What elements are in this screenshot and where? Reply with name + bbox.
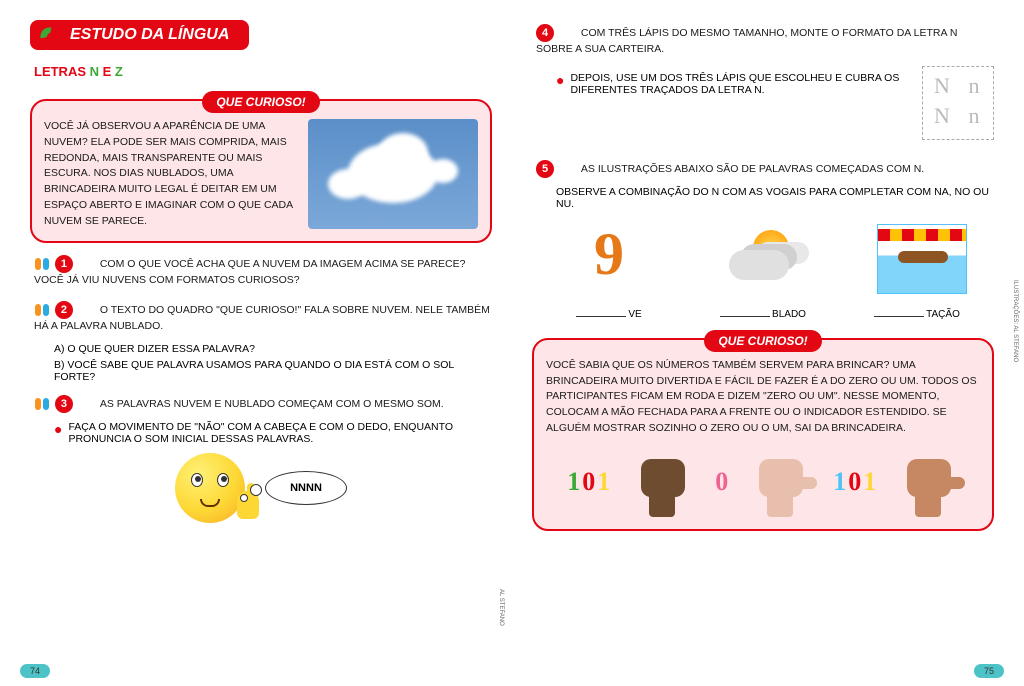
trace-n-lower: n: [961, 73, 987, 103]
badge-3: 3: [55, 395, 73, 413]
blank-line[interactable]: [874, 316, 924, 317]
tracing-box: N n N n: [922, 66, 994, 140]
question-5: 5 AS ILUSTRAÇÕES ABAIXO SÃO DE PALAVRAS …: [536, 160, 994, 178]
badge-1: 1: [55, 255, 73, 273]
swim-icon: [877, 224, 967, 294]
digits-0: 0: [715, 462, 728, 501]
curioso-tag-2: QUE CURIOSO!: [704, 330, 821, 352]
digits-101-b: 101: [833, 462, 876, 501]
cloudy-icon: [723, 224, 803, 294]
question-4-bullet: ● DEPOIS, USE UM DOS TRÊS LÁPIS QUE ESCO…: [556, 72, 912, 96]
credit-right: ILUSTRAÇÕES: AL STEFANO: [1012, 280, 1018, 362]
emoji-area: NNNN: [30, 453, 492, 523]
leaf-icon: [36, 23, 62, 49]
trace-N-upper: N: [929, 73, 955, 103]
curioso-text: VOCÊ JÁ OBSERVOU A APARÊNCIA DE UMA NUVE…: [44, 119, 298, 229]
page-number-left: 74: [20, 664, 50, 678]
question-2: 2 O TEXTO DO QUADRO "QUE CURIOSO!" FALA …: [34, 301, 492, 335]
hand-point-2: [899, 447, 959, 517]
blank-line[interactable]: [720, 316, 770, 317]
section-title: ESTUDO DA LÍNGUA: [70, 26, 229, 43]
oral-icon: [34, 302, 50, 318]
credit-left: AL STEFANO: [498, 589, 504, 626]
question-3-bullet: ● FAÇA O MOVIMENTO DE "NÃO" COM A CABEÇA…: [54, 421, 492, 445]
curioso-box: VOCÊ JÁ OBSERVOU A APARÊNCIA DE UMA NUVE…: [30, 99, 492, 243]
bullet-icon: ●: [556, 72, 564, 96]
page-number-right: 75: [974, 664, 1004, 678]
syll-nove: 9 VE: [549, 224, 669, 322]
question-4: 4 COM TRÊS LÁPIS DO MESMO TAMANHO, MONTE…: [536, 24, 994, 58]
question-2b: B) VOCÊ SABE QUE PALAVRA USAMOS PARA QUA…: [54, 359, 492, 383]
hand-fist-1: [633, 447, 693, 517]
badge-4: 4: [536, 24, 554, 42]
curioso-tag: QUE CURIOSO!: [202, 91, 319, 113]
curioso-text-2: VOCÊ SABIA QUE OS NÚMEROS TAMBÉM SERVEM …: [546, 358, 980, 437]
hand-point-1: [751, 447, 811, 517]
bullet-icon: ●: [54, 421, 62, 445]
question-5-sub: OBSERVE A COMBINAÇÃO DO N COM AS VOGAIS …: [556, 186, 994, 210]
section-header: ESTUDO DA LÍNGUA: [30, 20, 249, 50]
curioso-tag-wrap-2: QUE CURIOSO!: [532, 330, 994, 352]
curioso-tag-wrap: QUE CURIOSO!: [30, 91, 492, 113]
badge-2: 2: [55, 301, 73, 319]
hands-illustration: 101 0 101: [546, 447, 980, 517]
oral-icon: [34, 396, 50, 412]
badge-5: 5: [536, 160, 554, 178]
page-left: ESTUDO DA LÍNGUA LETRAS N E Z QUE CURIOS…: [0, 0, 512, 686]
question-2a: A) O QUE QUER DIZER ESSA PALAVRA?: [54, 343, 492, 355]
cloud-image: [308, 119, 478, 229]
trace-N-cursive: N: [929, 103, 955, 133]
question-1: 1 COM O QUE VOCÊ ACHA QUE A NUVEM DA IMA…: [34, 255, 492, 289]
question-3: 3 AS PALAVRAS NUVEM E NUBLADO COMEÇAM CO…: [34, 395, 492, 413]
syll-nublado: BLADO: [703, 224, 823, 322]
emoji-face: [175, 453, 245, 523]
subtitle: LETRAS N E Z: [34, 64, 492, 79]
trace-n-cursive: n: [961, 103, 987, 133]
digits-101-a: 101: [567, 462, 610, 501]
speech-bubble: NNNN: [265, 471, 347, 505]
oral-icon: [34, 256, 50, 272]
blank-line[interactable]: [576, 316, 626, 317]
curioso-box-2: VOCÊ SABIA QUE OS NÚMEROS TAMBÉM SERVEM …: [532, 338, 994, 531]
page-right: 4 COM TRÊS LÁPIS DO MESMO TAMANHO, MONTE…: [512, 0, 1024, 686]
syll-natacao: TAÇÃO: [857, 224, 977, 322]
nine-icon: 9: [569, 224, 649, 284]
syllable-row: 9 VE BLADO TAÇÃO: [532, 224, 994, 322]
